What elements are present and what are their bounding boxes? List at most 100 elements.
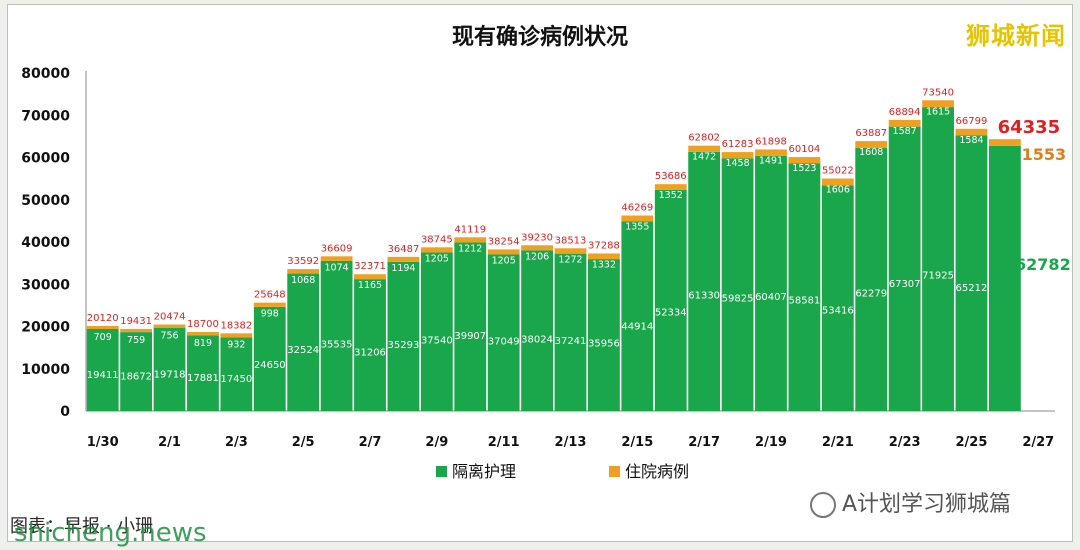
label-total: 60104	[788, 144, 820, 155]
bar-hospital	[621, 215, 654, 222]
label-isolation: 35956	[588, 339, 620, 350]
label-total: 68894	[889, 107, 921, 118]
bar-isolation	[521, 250, 553, 411]
bar-hospital	[420, 247, 453, 253]
bar-hospital	[354, 274, 386, 280]
bar-isolation	[387, 261, 420, 411]
label-hospital: 1458	[725, 158, 749, 169]
bar-hospital	[888, 119, 921, 127]
bar-isolation	[688, 151, 721, 412]
bar-isolation	[922, 107, 954, 411]
label-hospital: 1205	[425, 253, 449, 264]
label-isolation: 37540	[421, 336, 453, 347]
label-hospital: 1332	[592, 259, 616, 270]
bar-hospital	[86, 325, 119, 329]
brand-watermark: 狮城新闻	[966, 22, 1066, 50]
label-isolation: 52334	[655, 307, 687, 318]
y-tick-label: 20000	[21, 320, 70, 336]
label-total: 63887	[855, 128, 887, 139]
bar-isolation	[253, 306, 286, 411]
x-tick-label: 2/9	[425, 435, 448, 450]
label-total: 19431	[120, 316, 152, 327]
label-hospital: 756	[160, 330, 178, 341]
y-tick-label: 60000	[21, 151, 70, 167]
bar-hospital	[487, 249, 520, 255]
label-hospital: 759	[127, 335, 145, 346]
label-hospital: 1523	[792, 163, 816, 174]
x-tick-label: 2/3	[225, 435, 248, 450]
label-isolation: 18672	[120, 371, 152, 382]
label-total: 46269	[621, 203, 653, 214]
bar-hospital	[855, 141, 888, 148]
label-total: 66799	[956, 116, 988, 127]
label-isolation: 24650	[254, 360, 286, 371]
bar-hospital	[153, 324, 186, 328]
y-tick-label: 30000	[21, 277, 70, 293]
y-tick-label: 40000	[21, 235, 70, 251]
bar-isolation	[621, 221, 654, 411]
label-hospital: 1074	[325, 262, 349, 273]
label-total-highlight: 64335	[998, 117, 1061, 138]
label-hospital: 1584	[959, 135, 983, 146]
bar-hospital	[988, 139, 1021, 146]
x-tick-label: 2/13	[555, 435, 587, 450]
label-total: 62802	[688, 133, 720, 144]
x-tick-label: 2/15	[621, 435, 653, 450]
bar-hospital	[320, 256, 353, 261]
bar-hospital	[253, 302, 286, 307]
label-isolation: 60407	[755, 292, 787, 303]
label-hospital: 819	[194, 338, 212, 349]
label-hospital: 709	[94, 332, 112, 343]
x-tick-label: 2/11	[488, 435, 520, 450]
label-hospital: 1205	[492, 255, 516, 266]
label-total: 38745	[421, 234, 453, 245]
label-total: 33592	[287, 256, 319, 267]
bar-isolation	[588, 259, 620, 411]
label-total: 32371	[354, 261, 386, 272]
label-isolation: 39907	[454, 331, 486, 342]
y-tick-label: 80000	[21, 66, 70, 82]
bar-hospital	[120, 328, 153, 333]
label-hospital: 1491	[759, 155, 783, 166]
bar-isolation	[654, 189, 687, 411]
bar-isolation	[320, 260, 353, 411]
x-tick-label: 2/7	[359, 435, 382, 450]
bar-isolation	[554, 253, 587, 411]
bar-isolation	[354, 279, 386, 411]
label-total: 25648	[254, 290, 286, 301]
bar-hospital	[821, 178, 854, 186]
label-total: 36609	[321, 243, 353, 254]
x-tick-label: 2/1	[158, 435, 181, 450]
label-total: 38254	[488, 236, 520, 247]
label-isolation: 71925	[922, 270, 954, 281]
label-hospital: 1587	[893, 126, 917, 137]
label-total: 41119	[454, 224, 486, 235]
bar-hospital	[521, 245, 553, 251]
label-total: 36487	[388, 244, 420, 255]
bar-hospital	[454, 237, 487, 243]
label-total: 18382	[220, 320, 252, 331]
x-tick-label: 2/19	[755, 435, 787, 450]
label-total: 61283	[722, 139, 754, 150]
bar-isolation	[420, 252, 453, 411]
bar-hospital	[387, 256, 420, 262]
label-isolation: 58581	[788, 296, 820, 307]
x-tick-label: 2/17	[688, 435, 720, 450]
label-isolation: 38024	[521, 335, 553, 346]
label-hospital: 1352	[659, 190, 683, 201]
bar-isolation	[788, 163, 821, 411]
legend-label-hospital: 住院病例	[625, 462, 689, 481]
label-hospital: 1194	[391, 263, 415, 274]
bar-isolation	[755, 155, 787, 411]
bar-hospital	[788, 157, 821, 164]
label-isolation: 53416	[822, 305, 854, 316]
label-isolation: 37049	[488, 337, 520, 348]
y-tick-label: 70000	[21, 108, 70, 124]
y-tick-label: 0	[60, 404, 70, 420]
label-isolation: 44914	[621, 322, 653, 333]
bar-hospital	[220, 333, 253, 338]
x-tick-label: 2/25	[956, 435, 988, 450]
x-tick-label: 2/23	[889, 435, 921, 450]
y-tick-label: 10000	[21, 362, 70, 378]
label-isolation: 35293	[388, 340, 420, 351]
